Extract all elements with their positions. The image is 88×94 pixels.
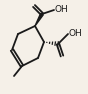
- Text: OH: OH: [54, 5, 68, 14]
- Text: OH: OH: [68, 28, 82, 38]
- Polygon shape: [35, 13, 43, 26]
